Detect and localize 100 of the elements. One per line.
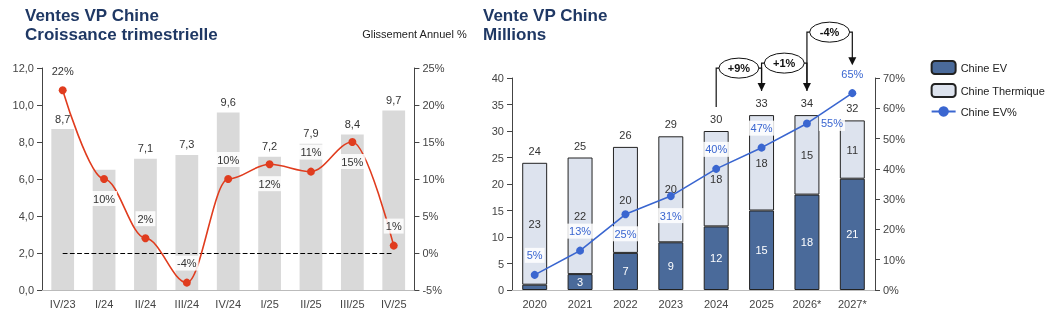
point	[182, 278, 191, 287]
data-label: 11	[846, 143, 859, 156]
x-tick-label: III/25	[340, 297, 365, 310]
point	[265, 160, 274, 169]
y2-tick-label: 10%	[883, 253, 906, 266]
y2-tick-label: 0%	[883, 284, 900, 296]
x-tick-label: 2023	[658, 297, 684, 310]
y-tick-label: 2,0	[18, 247, 34, 259]
x-tick-label: IV/24	[215, 297, 242, 310]
y2-tick-label: 50%	[883, 132, 906, 145]
text: +9%	[727, 62, 751, 75]
data-label: 12	[710, 252, 723, 265]
point	[348, 138, 357, 146]
bar	[216, 112, 240, 290]
data-label: 8,7	[55, 112, 71, 125]
point	[848, 89, 857, 98]
data-label: 12%	[258, 177, 281, 190]
y2-tick-label: 5%	[422, 210, 439, 222]
x-tick-label: 2020	[522, 297, 547, 310]
data-label: -4%	[177, 257, 197, 270]
y2-tick-label: 15%	[422, 136, 445, 148]
y2-tick-label: 20%	[422, 99, 445, 111]
data-label: 10%	[93, 192, 116, 205]
x-tick-label: IV/23	[49, 297, 76, 310]
y2-tick-label: 0%	[422, 247, 439, 259]
legend-label: Chine EV%	[960, 105, 1018, 118]
data-label: 3	[577, 276, 584, 289]
point	[530, 270, 539, 279]
total-label: 32	[846, 102, 859, 115]
data-label: 23	[528, 217, 541, 230]
chart-title: Vente VP Chine	[483, 6, 608, 25]
data-label: 18	[755, 156, 768, 169]
legend-label: Chine EV	[960, 61, 1008, 74]
x-tick-label: II/25	[300, 297, 322, 310]
data-label: 9,7	[386, 94, 402, 107]
point	[576, 246, 585, 255]
point	[389, 241, 398, 250]
total-label: 24	[528, 144, 541, 157]
chart-subtitle: Millions	[483, 25, 547, 44]
bar	[382, 110, 406, 290]
data-label: 21	[846, 228, 859, 241]
data-label: 7,1	[137, 142, 154, 155]
y2-axis-title: Glissement Annuel %	[362, 27, 467, 40]
chart-subtitle: Croissance trimestrielle	[25, 25, 218, 44]
y-tick-label: 8,0	[18, 136, 34, 148]
y-tick-label: 6,0	[18, 173, 34, 185]
y2-tick-label: 40%	[883, 162, 906, 175]
data-label: 18	[710, 172, 723, 185]
y-tick-label: 20	[491, 178, 504, 190]
point	[100, 175, 109, 183]
y-tick-label: 40	[491, 72, 504, 84]
y2-tick-label: 25%	[422, 62, 445, 74]
y-tick-label: 5	[497, 257, 504, 270]
data-label: 55%	[820, 117, 844, 130]
bar	[175, 154, 199, 290]
data-label: 47%	[750, 122, 773, 135]
x-tick-label: 2024	[703, 297, 729, 310]
data-label: 7,9	[303, 127, 319, 140]
data-label: 10%	[217, 153, 240, 166]
y-tick-label: 15	[491, 204, 504, 217]
data-label: 20	[664, 183, 677, 196]
point	[802, 119, 811, 128]
y-tick-label: 35	[491, 98, 504, 111]
y-tick-label: 4,0	[18, 210, 34, 222]
bar	[51, 129, 75, 290]
y2-tick-label: 70%	[883, 72, 906, 84]
bar	[340, 134, 364, 290]
y-tick-label: 25	[491, 151, 504, 164]
data-label: 9	[667, 260, 674, 273]
data-label: 1%	[385, 220, 402, 233]
bar	[134, 158, 157, 290]
data-label: 40%	[705, 143, 728, 156]
y-tick-label: 0,0	[18, 284, 34, 296]
y2-tick-label: 60%	[883, 102, 906, 115]
data-label: 15%	[341, 155, 364, 168]
data-label: 65%	[841, 67, 864, 80]
x-tick-label: 2026*	[792, 297, 823, 310]
total-label: 34	[800, 97, 814, 110]
data-label: 20	[619, 193, 632, 206]
data-label: 7,3	[179, 138, 195, 151]
point	[712, 164, 721, 173]
data-label: 18	[800, 236, 814, 249]
data-label: 13%	[569, 225, 592, 238]
data-label: 7,2	[261, 140, 278, 153]
y-tick-label: 30	[491, 125, 504, 137]
data-label: 25%	[614, 227, 637, 240]
bar	[258, 156, 281, 290]
data-label: 7	[622, 265, 629, 278]
x-tick-label: II/24	[134, 297, 157, 310]
data-label: 2%	[137, 212, 154, 225]
x-tick-label: 2022	[613, 297, 638, 310]
legend-label: Chine Thermique	[960, 84, 1045, 97]
data-label: 15	[755, 244, 768, 257]
data-label: 22%	[51, 64, 74, 77]
point	[757, 143, 766, 152]
data-label: 22	[573, 209, 587, 222]
y-tick-label: 12,0	[12, 62, 34, 74]
data-label: 9,6	[220, 95, 236, 108]
data-label: 8,4	[344, 118, 360, 131]
y2-tick-label: 30%	[883, 193, 906, 206]
